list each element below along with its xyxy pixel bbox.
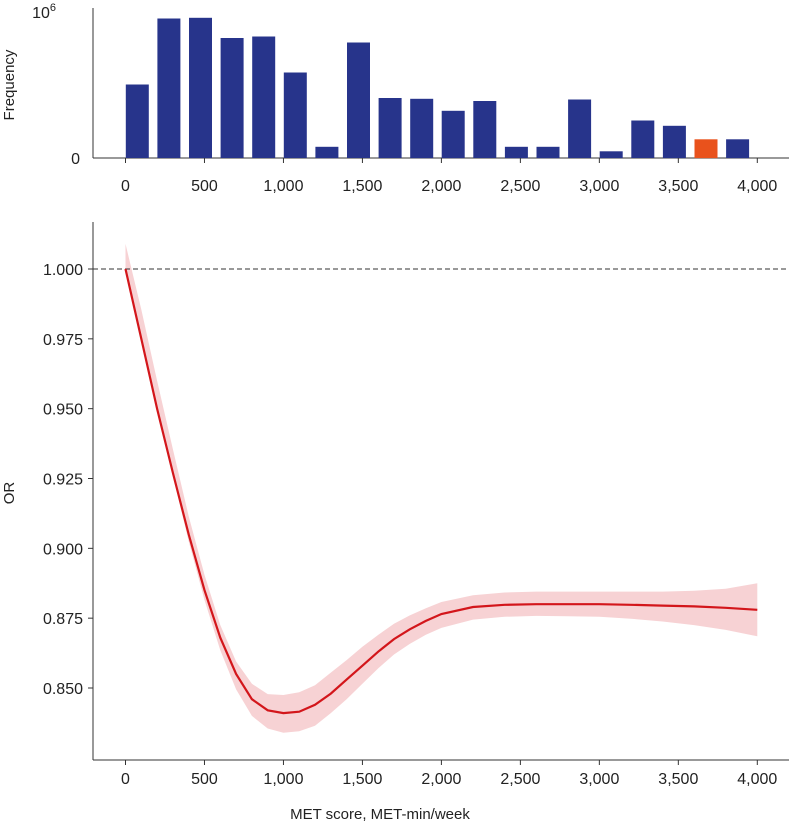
confidence-band — [125, 243, 758, 733]
histogram-y-axis-title: Frequency — [1, 49, 18, 120]
histogram-bar — [283, 72, 307, 158]
or-curve-panel: OR 0.850 0.875 0.900 0.925 0.950 0.975 1.000 0… — [1, 222, 789, 823]
histogram-bar — [189, 17, 212, 159]
histogram-bar — [410, 98, 434, 159]
histogram-x-tick-label: 1,000 — [263, 178, 303, 195]
or-line — [124, 268, 758, 715]
or-y-tick-label: 0.900 — [43, 541, 83, 558]
histogram-y-max-base: 10 — [32, 5, 50, 22]
or-y-tick-label: 0.950 — [43, 402, 83, 419]
histogram-bar — [252, 36, 276, 158]
histogram-bar — [125, 84, 149, 158]
histogram-bar — [220, 38, 244, 158]
or-x-tick-label: 3,000 — [579, 771, 619, 788]
histogram-bar — [568, 99, 592, 158]
or-x-tick-label: 1,000 — [263, 771, 303, 788]
histogram-x-tick-label: 3,000 — [579, 178, 619, 195]
or-x-tick-label: 4,000 — [737, 771, 777, 788]
or-x-tick-label: 0 — [121, 771, 130, 788]
histogram-bars — [125, 17, 750, 159]
or-x-ticks: 0 500 1,000 1,500 2,000 2,500 3,000 3,500 4,000 — [121, 760, 777, 788]
histogram-y-max-label: 106 — [32, 2, 56, 22]
histogram-bar — [504, 146, 528, 159]
or-x-axis-title: MET score, MET-min/week — [290, 806, 470, 823]
histogram-x-tick-label: 3,500 — [658, 178, 698, 195]
or-x-tick-label: 2,500 — [500, 771, 540, 788]
or-y-axis-title: OR — [1, 482, 18, 505]
histogram-bar — [473, 101, 497, 158]
or-x-tick-label: 3,500 — [658, 771, 698, 788]
or-x-tick-label: 2,000 — [421, 771, 461, 788]
histogram-bar — [536, 146, 560, 159]
histogram-x-tick-label: 1,500 — [342, 178, 382, 195]
or-y-tick-label: 0.875 — [43, 611, 83, 628]
histogram-y-max-exponent: 6 — [50, 2, 56, 14]
histogram-x-tick-label: 500 — [191, 178, 218, 195]
histogram-x-tick-label: 0 — [121, 178, 130, 195]
histogram-bar — [347, 42, 370, 158]
histogram-bar-highlighted — [694, 139, 718, 159]
histogram-x-tick-label: 4,000 — [737, 178, 777, 195]
or-y-ticks: 0.850 0.875 0.900 0.925 0.950 0.975 1.000 — [43, 262, 93, 698]
histogram-bar — [315, 146, 339, 159]
histogram-bar — [599, 151, 623, 159]
histogram-y-zero-label: 0 — [71, 151, 80, 168]
or-x-tick-label: 500 — [191, 771, 218, 788]
or-x-tick-label: 1,500 — [342, 771, 382, 788]
histogram-bar — [662, 125, 686, 159]
or-y-tick-label: 0.975 — [43, 332, 83, 349]
or-y-tick-label: 0.925 — [43, 472, 83, 489]
histogram-x-tick-label: 2,000 — [421, 178, 461, 195]
histogram-panel: Frequency 106 0 0 500 1,000 1,500 2,000 2,500… — [1, 2, 789, 195]
histogram-bar — [726, 139, 750, 159]
histogram-x-ticks: 0 500 1,000 1,500 2,000 2,500 3,000 3,500 4,000 — [121, 158, 777, 195]
histogram-bar — [441, 110, 465, 159]
histogram-x-tick-label: 2,500 — [500, 178, 540, 195]
or-y-tick-label: 0.850 — [43, 681, 83, 698]
or-y-tick-label: 1.000 — [43, 262, 83, 279]
histogram-bar — [631, 120, 655, 158]
histogram-bar — [378, 98, 402, 158]
histogram-bar — [157, 18, 181, 158]
